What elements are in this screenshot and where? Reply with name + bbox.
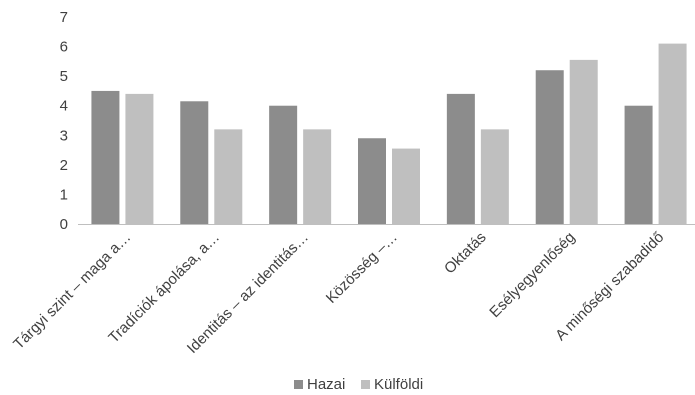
y-tick-label: 2: [60, 157, 68, 174]
bar-hazai: [446, 93, 475, 224]
y-tick-label: 1: [60, 186, 68, 203]
y-tick-label: 7: [60, 9, 68, 26]
x-axis: Tárgyi szint – maga a…Tradíciók ápolása,…: [10, 229, 667, 357]
legend-swatch-hazai: [294, 380, 303, 389]
legend: Hazai Külföldi: [294, 376, 423, 393]
y-axis: 0 1 2 3 4 5 6 7: [60, 9, 68, 233]
y-tick-label: 4: [60, 98, 68, 115]
bar-kulfoldi: [480, 129, 509, 224]
bar-hazai: [91, 90, 120, 224]
bar-hazai: [269, 105, 298, 224]
bar-kulfoldi: [303, 129, 332, 224]
bar-kulfoldi: [658, 43, 687, 224]
bar-kulfoldi: [569, 59, 598, 224]
bar-hazai: [358, 138, 386, 224]
bar-kulfoldi: [125, 93, 154, 224]
x-tick-label: Esélyegyenlőség: [486, 229, 578, 321]
bars: [91, 43, 687, 224]
bar-hazai: [624, 105, 653, 224]
x-tick-label: Oktatás: [441, 229, 490, 278]
bar-kulfoldi: [392, 148, 420, 224]
legend-label-hazai: Hazai: [307, 376, 345, 393]
bar-hazai: [535, 70, 564, 224]
bar-kulfoldi: [214, 129, 243, 224]
x-tick-label: Közösség –…: [323, 229, 401, 307]
y-tick-label: 3: [60, 127, 68, 144]
bar-hazai: [180, 101, 209, 224]
y-tick-label: 6: [60, 39, 68, 56]
legend-label-kulfoldi: Külföldi: [374, 376, 423, 393]
y-tick-label: 0: [60, 216, 68, 233]
y-tick-label: 5: [60, 68, 68, 85]
legend-swatch-kulfoldi: [361, 380, 370, 389]
